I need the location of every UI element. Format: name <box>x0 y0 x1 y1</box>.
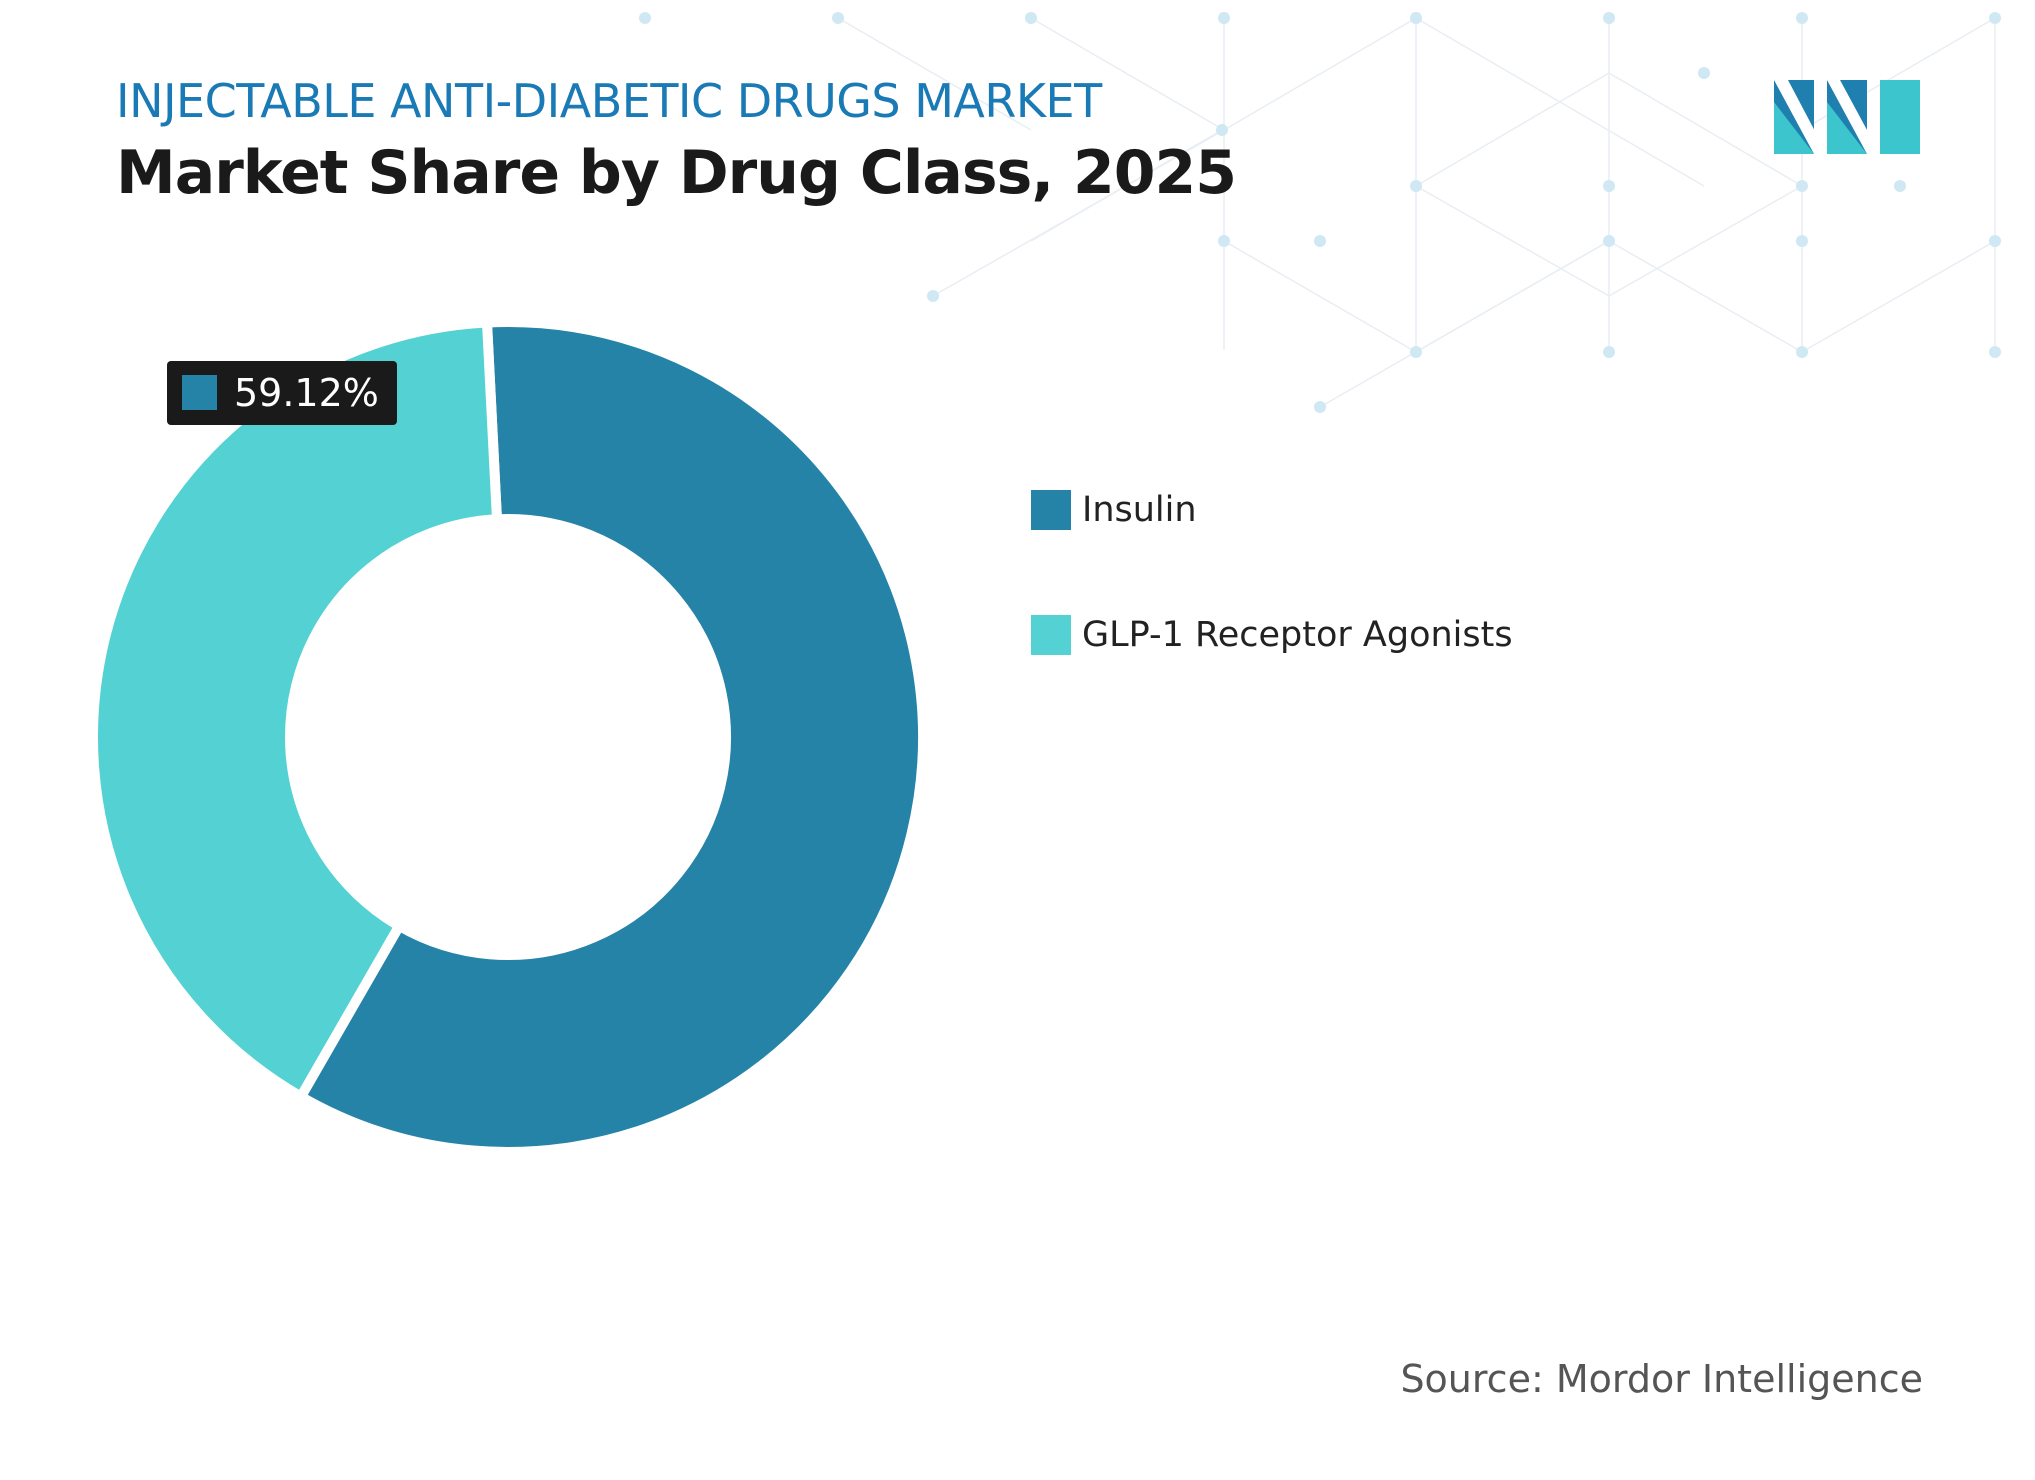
company-logo-icon <box>1774 80 1920 154</box>
chart-subtitle: INJECTABLE ANTI-DIABETIC DRUGS MARKET <box>116 74 1102 128</box>
donut-slice-glp1 <box>88 317 503 1104</box>
data-label-text: 59.12% <box>234 371 379 415</box>
data-label-box <box>167 361 397 425</box>
legend-label-insulin: Insulin <box>1082 490 1197 530</box>
data-label-insulin: 59.12% <box>167 361 397 425</box>
legend-label-glp1: GLP-1 Receptor Agonists <box>1082 615 1513 655</box>
data-label-swatch <box>182 375 217 410</box>
donut-slice-insulin <box>294 317 928 1157</box>
source-note: Source: Mordor Intelligence <box>1400 1357 1923 1401</box>
legend-swatch-glp1 <box>1031 615 1071 655</box>
chart-title: Market Share by Drug Class, 2025 <box>116 138 1237 208</box>
legend-swatch-insulin <box>1031 490 1071 530</box>
